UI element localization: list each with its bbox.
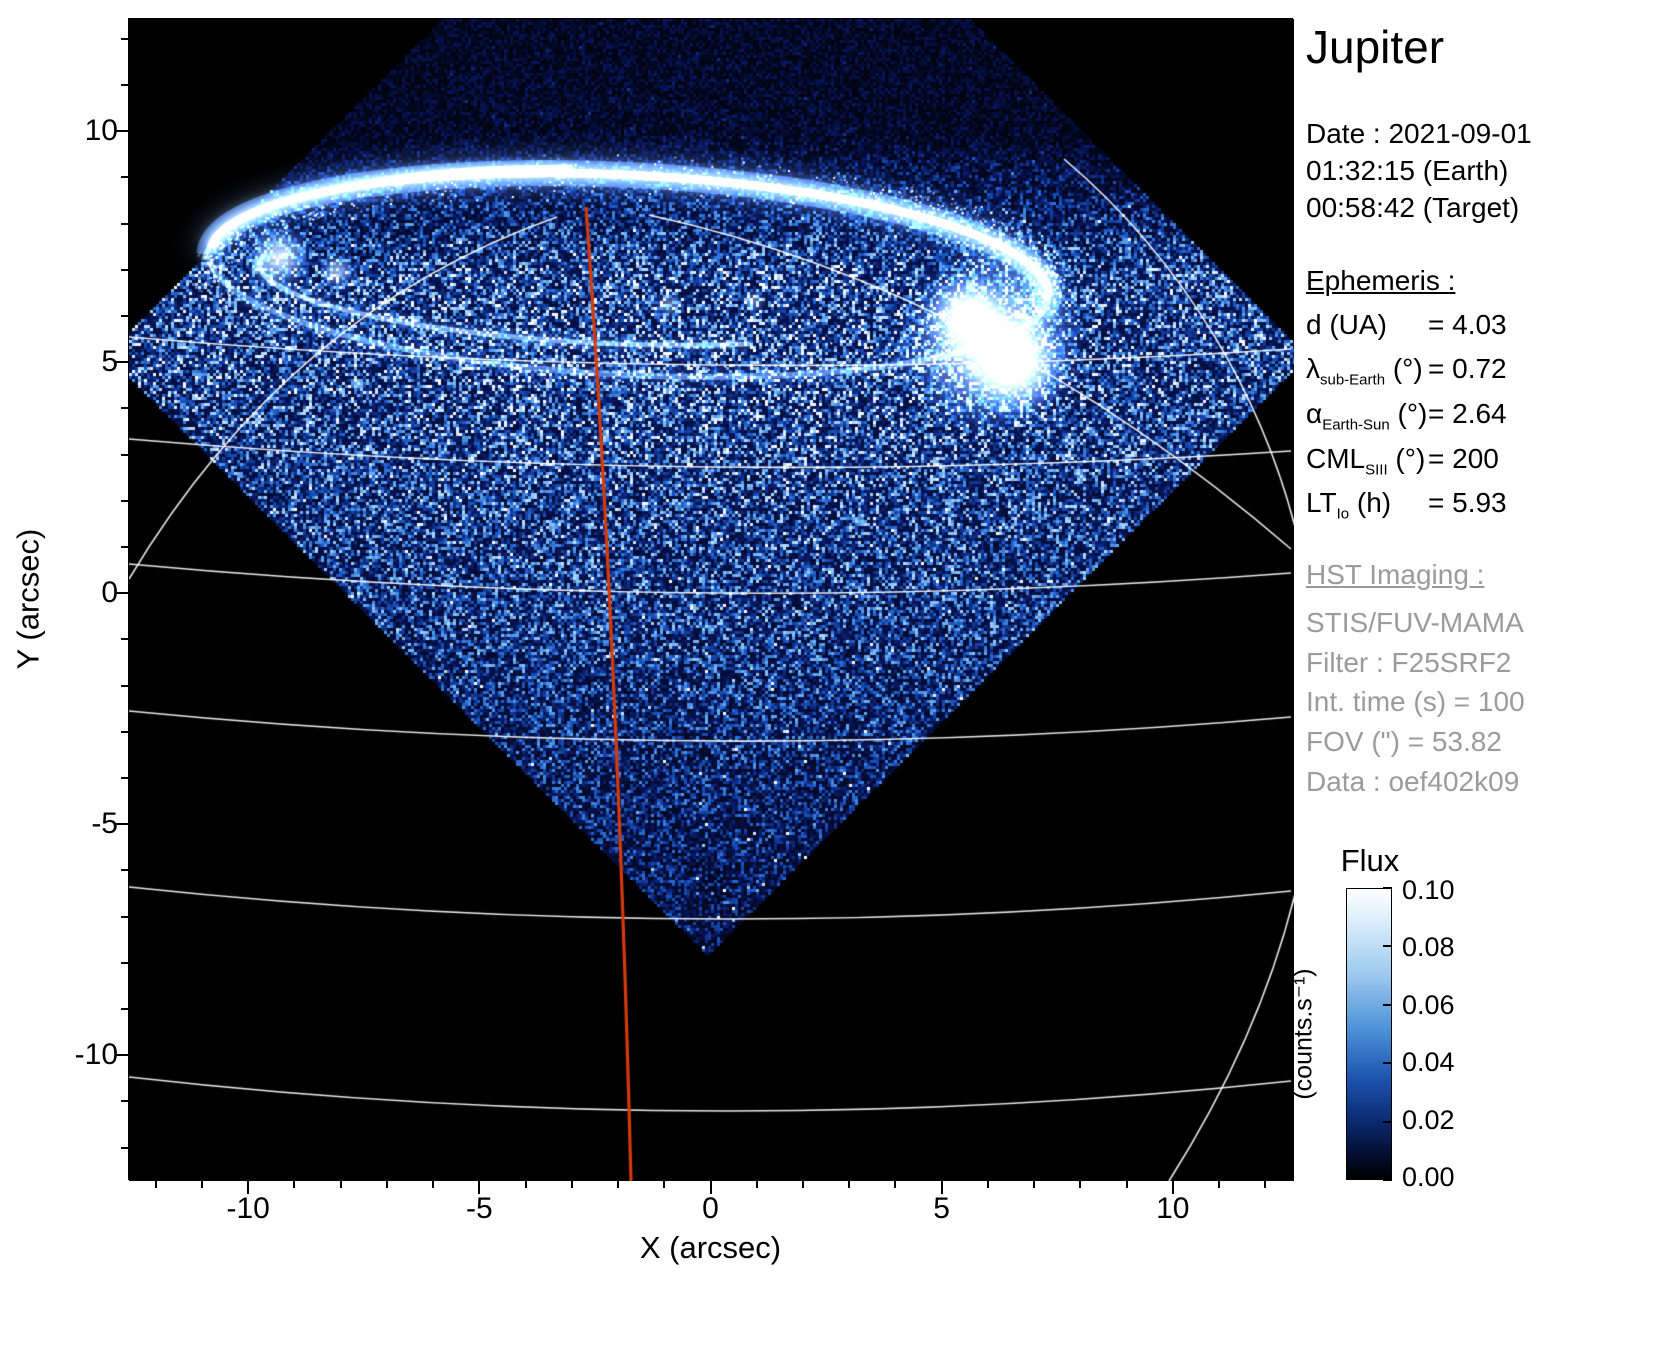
hst-int-time: Int. time (s) = 100 bbox=[1306, 682, 1668, 722]
colorbar-tick: 0.02 bbox=[1402, 1105, 1455, 1136]
x-tick-mark bbox=[1126, 1181, 1128, 1188]
colorbar-units-label: (counts.s⁻¹) bbox=[1282, 888, 1326, 1180]
target-time-line: 00:58:42 (Target) bbox=[1306, 190, 1668, 227]
y-tick-mark bbox=[121, 223, 128, 225]
hst-heading: HST Imaging : bbox=[1306, 559, 1668, 591]
x-tick-mark bbox=[293, 1181, 295, 1188]
hst-data-id: Data : oef402k09 bbox=[1306, 762, 1668, 802]
ephemeris-heading: Ephemeris : bbox=[1306, 265, 1668, 297]
x-tick-mark bbox=[941, 1181, 943, 1194]
y-tick-mark bbox=[121, 962, 128, 964]
colorbar-title: Flux bbox=[1320, 843, 1420, 879]
y-tick-mark bbox=[121, 638, 128, 640]
y-tick-mark bbox=[115, 1054, 128, 1056]
x-axis-label: X (arcsec) bbox=[128, 1230, 1293, 1266]
x-tick-label: -10 bbox=[227, 1192, 270, 1226]
x-tick-mark bbox=[201, 1181, 203, 1188]
ephemeris-row-phase-angle: αEarth-Sun (°) = 2.64 bbox=[1306, 398, 1668, 434]
colorbar-tick-mark bbox=[1383, 887, 1392, 889]
colorbar-tick-mark bbox=[1383, 1121, 1392, 1123]
plot-area bbox=[128, 18, 1293, 1180]
x-tick-label: 10 bbox=[1156, 1192, 1189, 1226]
y-tick-mark bbox=[115, 592, 128, 594]
x-tick-label: -5 bbox=[466, 1192, 493, 1226]
x-tick-mark bbox=[802, 1181, 804, 1188]
y-axis-label: Y (arcsec) bbox=[6, 18, 50, 1180]
x-tick-mark bbox=[247, 1181, 249, 1194]
image-canvas bbox=[129, 19, 1294, 1181]
colorbar-tick-mark bbox=[1383, 1062, 1392, 1064]
hst-imaging-block: HST Imaging : STIS/FUV-MAMA Filter : F25… bbox=[1306, 559, 1668, 802]
hst-fov: FOV (") = 53.82 bbox=[1306, 722, 1668, 762]
y-tick-mark bbox=[115, 823, 128, 825]
x-tick-label: 0 bbox=[702, 1192, 719, 1226]
y-tick-mark bbox=[121, 869, 128, 871]
y-tick-mark bbox=[121, 500, 128, 502]
x-tick-mark bbox=[1172, 1181, 1174, 1194]
ephemeris-row-cml: CMLSIII (°) = 200 bbox=[1306, 443, 1668, 479]
y-tick-mark bbox=[115, 130, 128, 132]
y-tick-mark bbox=[115, 361, 128, 363]
y-tick-mark bbox=[121, 407, 128, 409]
ephemeris-row-distance: d (UA) = 4.03 bbox=[1306, 309, 1668, 345]
x-tick-mark bbox=[987, 1181, 989, 1188]
colorbar-tick: 0.10 bbox=[1402, 875, 1455, 906]
x-tick-label: 5 bbox=[933, 1192, 950, 1226]
y-tick-mark bbox=[121, 38, 128, 40]
y-tick-mark bbox=[121, 916, 128, 918]
colorbar-tick: 0.04 bbox=[1402, 1047, 1455, 1078]
y-tick-mark bbox=[121, 777, 128, 779]
x-tick-mark bbox=[848, 1181, 850, 1188]
page-title: Jupiter bbox=[1306, 20, 1668, 74]
x-tick-mark bbox=[1033, 1181, 1035, 1188]
x-tick-mark bbox=[617, 1181, 619, 1188]
x-tick-mark bbox=[525, 1181, 527, 1188]
observation-date-block: Date : 2021-09-01 01:32:15 (Earth) 00:58… bbox=[1306, 116, 1668, 227]
y-tick-mark bbox=[121, 546, 128, 548]
hst-filter: Filter : F25SRF2 bbox=[1306, 643, 1668, 683]
x-tick-mark bbox=[663, 1181, 665, 1188]
y-tick-mark bbox=[121, 84, 128, 86]
ephemeris-row-io-lt: LTIo (h) = 5.93 bbox=[1306, 487, 1668, 523]
x-tick-mark bbox=[1264, 1181, 1266, 1188]
figure-root: -10 -5 0 5 10 -10 -5 0 5 10 X (arcsec) Y (arcsec… bbox=[0, 0, 1671, 1367]
y-tick-mark bbox=[121, 731, 128, 733]
x-tick-mark bbox=[340, 1181, 342, 1188]
x-tick-mark bbox=[155, 1181, 157, 1188]
x-tick-mark bbox=[1218, 1181, 1220, 1188]
y-tick-mark bbox=[121, 176, 128, 178]
colorbar-gradient bbox=[1346, 888, 1392, 1180]
earth-time-line: 01:32:15 (Earth) bbox=[1306, 153, 1668, 190]
x-tick-mark bbox=[386, 1181, 388, 1188]
colorbar-tick-mark bbox=[1383, 945, 1392, 947]
colorbar-tick: 0.00 bbox=[1402, 1162, 1455, 1193]
x-tick-mark bbox=[478, 1181, 480, 1194]
ephemeris-row-subearth-lat: λsub-Earth (°) = 0.72 bbox=[1306, 353, 1668, 389]
y-tick-mark bbox=[121, 1147, 128, 1149]
colorbar-tick: 0.06 bbox=[1402, 990, 1455, 1021]
y-tick-mark bbox=[121, 1100, 128, 1102]
x-tick-mark bbox=[710, 1181, 712, 1194]
date-line: Date : 2021-09-01 bbox=[1306, 116, 1668, 153]
y-tick-mark bbox=[121, 315, 128, 317]
info-panel: Jupiter Date : 2021-09-01 01:32:15 (Eart… bbox=[1306, 20, 1668, 802]
x-tick-mark bbox=[432, 1181, 434, 1188]
colorbar-tick-mark bbox=[1383, 1004, 1392, 1006]
x-tick-mark bbox=[571, 1181, 573, 1188]
y-tick-mark bbox=[121, 454, 128, 456]
y-tick-mark bbox=[121, 685, 128, 687]
hst-instrument: STIS/FUV-MAMA bbox=[1306, 603, 1668, 643]
x-tick-mark bbox=[756, 1181, 758, 1188]
x-tick-mark bbox=[894, 1181, 896, 1188]
colorbar-tick-mark bbox=[1383, 1179, 1392, 1181]
colorbar-tick: 0.08 bbox=[1402, 932, 1455, 963]
x-tick-mark bbox=[1079, 1181, 1081, 1188]
y-tick-mark bbox=[121, 269, 128, 271]
colorbar-tick-labels: 0.10 0.08 0.06 0.04 0.02 0.00 bbox=[1402, 875, 1455, 1193]
y-tick-mark bbox=[121, 1008, 128, 1010]
